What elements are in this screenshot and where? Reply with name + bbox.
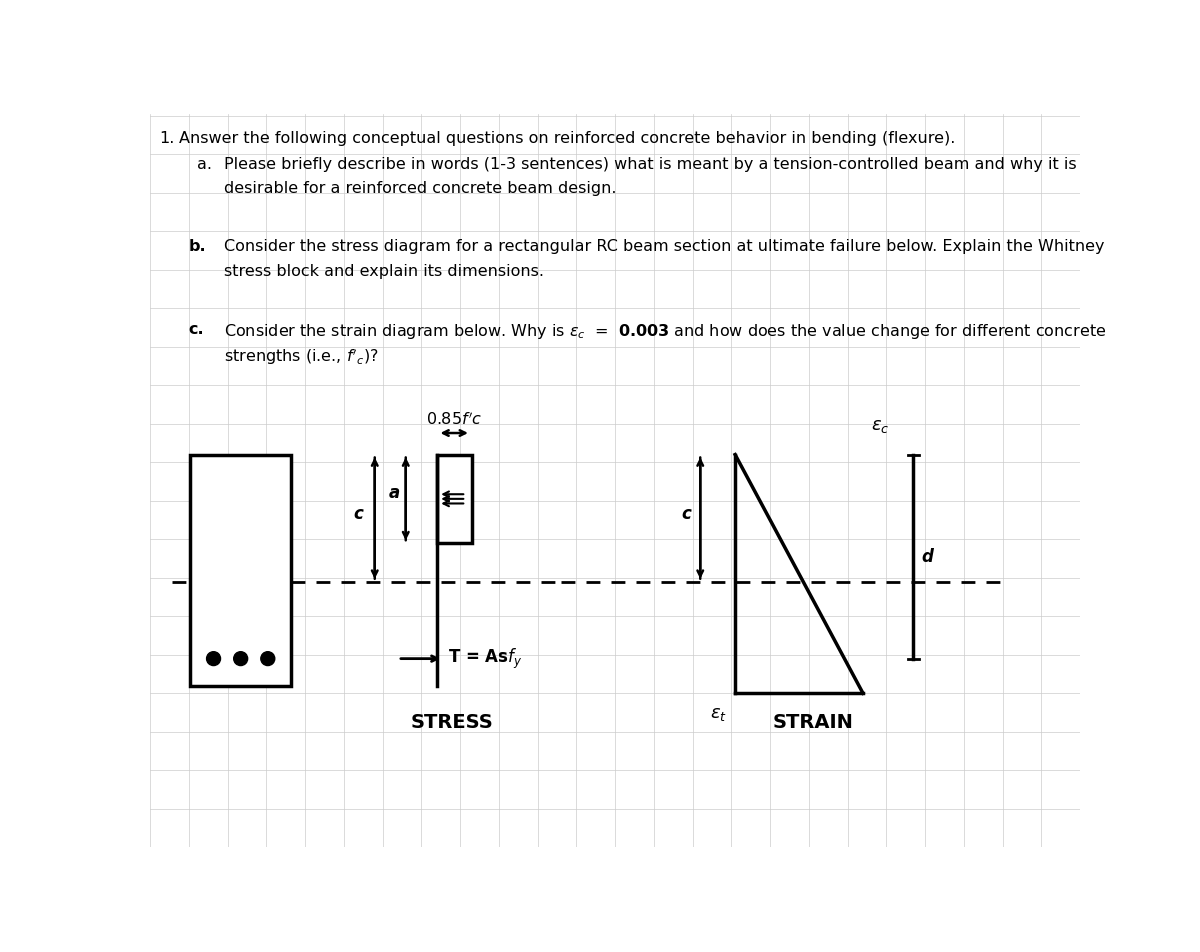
Text: $\varepsilon_c$: $\varepsilon_c$ bbox=[871, 417, 889, 435]
Text: c.: c. bbox=[188, 322, 204, 337]
Bar bbox=[437, 455, 472, 544]
Text: a.: a. bbox=[197, 156, 211, 171]
Text: Consider the strain diagram below. Why is $\epsilon_c$  =  $\mathbf{0.003}$ and : Consider the strain diagram below. Why i… bbox=[223, 322, 1106, 341]
Circle shape bbox=[234, 652, 247, 665]
Text: Answer the following conceptual questions on reinforced concrete behavior in ben: Answer the following conceptual question… bbox=[180, 131, 956, 147]
Circle shape bbox=[260, 652, 275, 665]
Text: Consider the stress diagram for a rectangular RC beam section at ultimate failur: Consider the stress diagram for a rectan… bbox=[223, 239, 1104, 254]
Text: d: d bbox=[922, 547, 934, 565]
Text: stress block and explain its dimensions.: stress block and explain its dimensions. bbox=[223, 264, 544, 279]
Text: $0.85f'c$: $0.85f'c$ bbox=[426, 411, 482, 428]
Text: a: a bbox=[389, 484, 400, 502]
Text: c: c bbox=[353, 506, 364, 524]
Text: STRESS: STRESS bbox=[410, 713, 493, 732]
Text: strengths (i.e., $f'_c$)?: strengths (i.e., $f'_c$)? bbox=[223, 347, 378, 367]
Text: b.: b. bbox=[188, 239, 206, 254]
Text: desirable for a reinforced concrete beam design.: desirable for a reinforced concrete beam… bbox=[223, 181, 616, 196]
Text: c: c bbox=[682, 506, 691, 524]
Bar bbox=[191, 455, 292, 685]
Circle shape bbox=[206, 652, 221, 665]
Text: STRAIN: STRAIN bbox=[772, 713, 853, 732]
Text: T = As$f_y$: T = As$f_y$ bbox=[449, 646, 523, 671]
Text: Please briefly describe in words (1-3 sentences) what is meant by a tension-cont: Please briefly describe in words (1-3 se… bbox=[223, 156, 1076, 171]
Text: 1.: 1. bbox=[160, 131, 175, 147]
Text: $\varepsilon_t$: $\varepsilon_t$ bbox=[710, 704, 727, 723]
